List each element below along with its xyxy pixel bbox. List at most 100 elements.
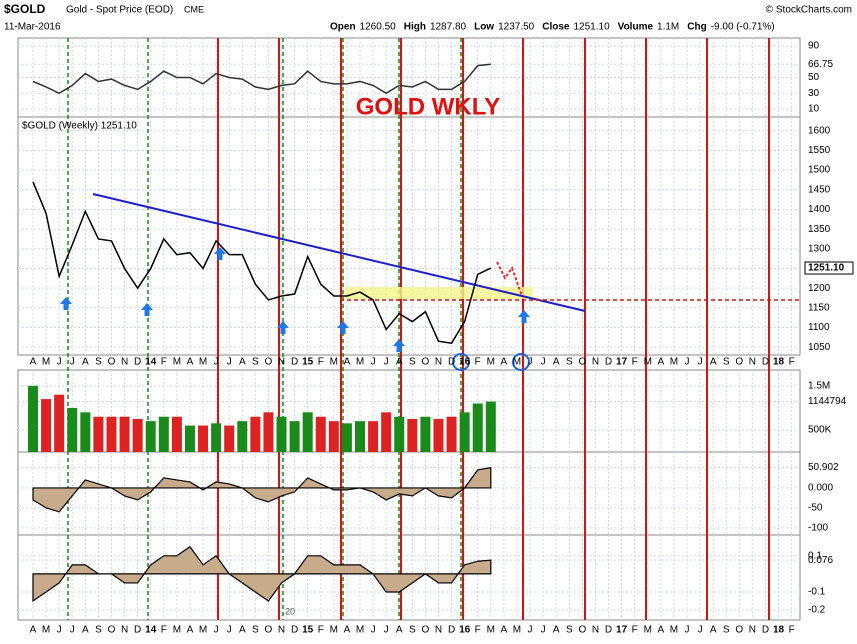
x-tick-label: A — [658, 357, 665, 368]
x-tick-label: A — [82, 357, 89, 368]
x-tick-label: S — [723, 357, 730, 368]
x-tick-label: A — [239, 357, 246, 368]
x-tick-label: D — [291, 625, 298, 636]
area — [32, 466, 492, 513]
x-tick-label: J — [384, 357, 389, 368]
x-tick-label: J — [227, 357, 232, 368]
x-tick-label: O — [108, 357, 116, 368]
bar — [67, 407, 78, 452]
x-tick-label: D — [134, 357, 141, 368]
x-tick-label: O — [422, 625, 430, 636]
y-tick-label: 1.5M — [808, 381, 830, 392]
x-tick-label: S — [252, 357, 259, 368]
bar — [315, 416, 326, 452]
bar — [459, 412, 470, 452]
bar — [28, 385, 38, 452]
x-tick-label: F — [789, 625, 795, 636]
x-tick-label: F — [632, 357, 638, 368]
y-tick-label: 1400 — [808, 204, 831, 215]
trendline — [92, 193, 586, 312]
source: © StockCharts.com — [766, 5, 852, 16]
bar — [472, 403, 483, 452]
bar — [341, 423, 352, 452]
arrow-icon — [518, 310, 530, 323]
x-tick-label: J — [528, 357, 533, 368]
bar — [41, 399, 52, 452]
y-tick-label: 1600 — [808, 125, 831, 136]
x-tick-label: D — [134, 625, 141, 636]
x-tick-label: O — [578, 625, 586, 636]
y-tick-label: -100 — [808, 522, 828, 533]
bar — [184, 425, 195, 452]
x-tick-label: A — [187, 625, 194, 636]
x-tick-label: N — [592, 357, 599, 368]
x-tick-label: S — [409, 625, 416, 636]
x-tick-label: A — [710, 357, 717, 368]
y-tick-label: 500K — [808, 425, 832, 436]
bar — [211, 423, 222, 452]
x-tick-label: D — [448, 357, 455, 368]
x-tick-label: S — [252, 625, 259, 636]
marks — [28, 63, 496, 603]
x-tick-label: J — [214, 625, 219, 636]
x-tick-label: N — [121, 625, 128, 636]
bar — [224, 425, 235, 452]
y-tick-label: 30 — [808, 88, 820, 99]
bar — [420, 416, 431, 452]
x-tick-label: M — [173, 357, 181, 368]
x-tick-label: M — [644, 625, 652, 636]
stat-value: 1260.50 — [360, 22, 397, 33]
x-tick-label: M — [487, 357, 495, 368]
y-tick-label: -0.1 — [808, 587, 826, 598]
x-tick-label: M — [487, 625, 495, 636]
bar — [80, 412, 91, 452]
x-tick-label: O — [108, 625, 116, 636]
x-tick-label: O — [265, 625, 273, 636]
x-tick-label: S — [566, 625, 573, 636]
x-tick-label: A — [501, 625, 508, 636]
y-tick-label: 66.75 — [808, 59, 833, 70]
x-tick-label: D — [605, 625, 612, 636]
x-tick-label: J — [384, 625, 389, 636]
x-tick-label: M — [670, 625, 678, 636]
x-tick-label: A — [82, 625, 89, 636]
x-tick-label: J — [70, 625, 75, 636]
stat-value: 1237.50 — [498, 22, 535, 33]
x-tick-label: O — [735, 625, 743, 636]
value-flag-label: 1251.10 — [808, 263, 845, 274]
x-tick-label: M — [356, 357, 364, 368]
x-tick-label: D — [762, 625, 769, 636]
arrow-icon — [141, 303, 153, 316]
stat-label: Open — [330, 22, 356, 33]
x-tick-label: A — [501, 357, 508, 368]
y-tick-label: 50 — [808, 72, 820, 83]
y-tick-label: 0.000 — [808, 483, 833, 494]
x-tick-label: A — [396, 625, 403, 636]
stat-label: Close — [542, 22, 570, 33]
x-tick-label: O — [735, 357, 743, 368]
bar — [368, 421, 379, 452]
x-tick-label: F — [475, 357, 481, 368]
x-tick-label: S — [95, 357, 102, 368]
x-tick-label: F — [318, 625, 324, 636]
x-tick-label: J — [698, 625, 703, 636]
x-tick-label: A — [344, 625, 351, 636]
x-tick-label: J — [371, 625, 376, 636]
x-tick-label: O — [422, 357, 430, 368]
stat-label: Chg — [687, 22, 706, 33]
arrow-icon — [337, 321, 349, 334]
x-tick-label: O — [265, 357, 273, 368]
symbol: $GOLD — [4, 2, 46, 16]
date: 11-Mar-2016 — [4, 22, 61, 33]
x-tick-label: J — [698, 357, 703, 368]
bar — [93, 416, 104, 452]
stat-value: 1251.10 — [573, 22, 610, 33]
bar — [407, 418, 418, 452]
y-tick-label: 1100 — [808, 322, 830, 333]
x-tick-label: M — [199, 625, 207, 636]
x-tick-label: F — [632, 625, 638, 636]
bar — [132, 418, 143, 452]
arrow-icon — [214, 247, 226, 260]
x-tick-label: 15 — [302, 357, 314, 368]
x-tick-label: F — [161, 357, 167, 368]
